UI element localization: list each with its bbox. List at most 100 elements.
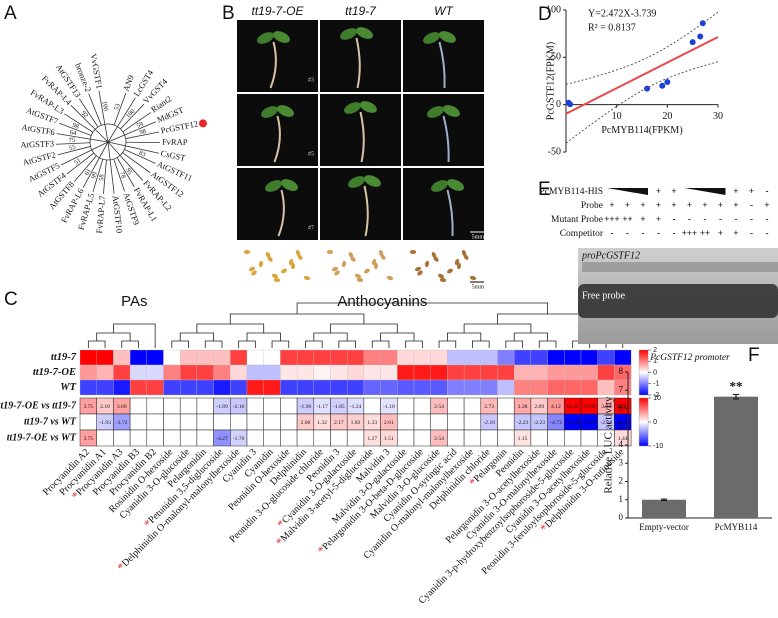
seedling-leaf	[423, 32, 440, 44]
cell-value: -12.67	[616, 420, 631, 426]
seed	[461, 249, 467, 257]
condition-label: Probe	[581, 201, 603, 211]
cell-value: -1.89	[216, 404, 228, 410]
seedling-stem	[277, 189, 285, 237]
dendrogram	[438, 340, 457, 348]
row-label: tt19-7-OE	[33, 367, 76, 378]
gel-band	[578, 284, 778, 318]
tree-branch	[122, 152, 151, 173]
seed	[281, 268, 287, 274]
comparison-cell	[397, 397, 415, 415]
heatmap-cell	[213, 349, 231, 366]
dendrogram	[271, 340, 290, 348]
comparison-cell	[463, 429, 482, 447]
heatmap-cell	[79, 379, 97, 396]
comparison-cell	[497, 413, 515, 431]
comparison-cell	[397, 429, 415, 447]
heatmap-cell	[296, 364, 314, 381]
comparison-cell	[163, 429, 181, 447]
comparison-cell	[564, 429, 582, 447]
column-header: tt19-7-OE	[251, 4, 304, 18]
seed	[439, 277, 447, 283]
bootstrap-value: 51	[73, 157, 82, 167]
heatmap-cell	[397, 364, 415, 381]
band-label: Free probe	[582, 290, 626, 301]
tree-branch	[125, 145, 159, 154]
heatmap-cell	[163, 379, 181, 396]
tree-branch	[109, 159, 115, 194]
seedling-stem	[269, 41, 277, 89]
lane-symbol: +	[733, 200, 738, 210]
seed	[265, 252, 271, 258]
confidence-band	[565, 61, 719, 144]
seed	[348, 252, 354, 258]
heatmap-cell	[230, 364, 248, 381]
tree-branch	[117, 97, 136, 127]
seedling-leaf	[348, 176, 365, 188]
comparison-cell	[179, 413, 198, 431]
lane-symbol: +++	[682, 228, 697, 238]
cell-value: 2.06	[301, 420, 311, 426]
cell-value: 1.15	[518, 436, 528, 442]
lane-symbol: +	[671, 186, 676, 196]
cell-value: -1.93	[99, 420, 111, 426]
comparison-cell	[179, 429, 198, 447]
error-bar	[733, 393, 739, 400]
dendrogram	[538, 340, 557, 348]
bootstrap-value: 64	[69, 129, 77, 137]
seed	[326, 250, 334, 254]
heatmap-cell	[296, 349, 314, 366]
cell-value: -1.85	[333, 404, 345, 410]
dendrogram	[380, 332, 415, 341]
lane-symbol: -	[750, 200, 753, 210]
seedling-leaf	[273, 31, 290, 43]
dendrogram	[204, 340, 223, 348]
scale-tick-label: 0	[653, 369, 657, 376]
seed	[373, 262, 379, 270]
comparison-cell	[246, 413, 264, 431]
seed	[378, 249, 384, 257]
lane-symbol: +	[640, 214, 645, 224]
y-tick-label: 2	[619, 476, 624, 486]
heatmap-cell	[163, 364, 181, 381]
comparison-cell	[146, 429, 164, 447]
comparison-cell	[296, 429, 315, 447]
seedling-stem	[446, 189, 454, 237]
heatmap-cell	[597, 364, 615, 381]
gradient-wedge	[607, 188, 648, 195]
line-number: #7	[308, 225, 314, 231]
heatmap-cell	[129, 379, 147, 396]
seed	[371, 258, 377, 266]
cell-value: 3.75	[83, 436, 93, 442]
data-point	[699, 20, 706, 27]
lane-symbol: -	[611, 228, 614, 238]
bootstrap-value: 59	[136, 121, 145, 130]
bootstrap-value: 92	[80, 110, 90, 120]
seedling-leaf	[447, 179, 464, 191]
heatmap-cell	[514, 379, 532, 396]
bootstrap-value: 98	[139, 128, 147, 136]
scale-bar-label: 5mm	[472, 284, 485, 290]
lane-symbol: +	[687, 200, 692, 210]
tree-branch	[120, 104, 145, 130]
row-label: WT	[60, 382, 76, 393]
lane-symbol: -	[688, 214, 691, 224]
comparison-cell	[363, 397, 381, 415]
heatmap-cell	[614, 379, 632, 396]
cell-value: 4.12	[551, 404, 561, 410]
y-tick-label: 0	[619, 512, 624, 522]
heatmap-cell	[580, 364, 598, 381]
seed	[424, 260, 430, 268]
heatmap-cell	[497, 349, 515, 366]
comparison-cell	[580, 429, 598, 447]
panel-letter: C	[4, 289, 18, 310]
condition-label: Competitor	[560, 229, 604, 239]
heatmap-cell	[96, 349, 114, 366]
seedling-leaf	[427, 106, 444, 118]
comparison-cell	[497, 397, 515, 415]
leaf-label: AtGSTF3	[20, 138, 54, 149]
heatmap-cell	[430, 349, 448, 366]
seedling-leaf	[265, 180, 282, 192]
cell-value: 1.44	[618, 436, 628, 442]
bootstrap-value: 78	[118, 171, 127, 179]
